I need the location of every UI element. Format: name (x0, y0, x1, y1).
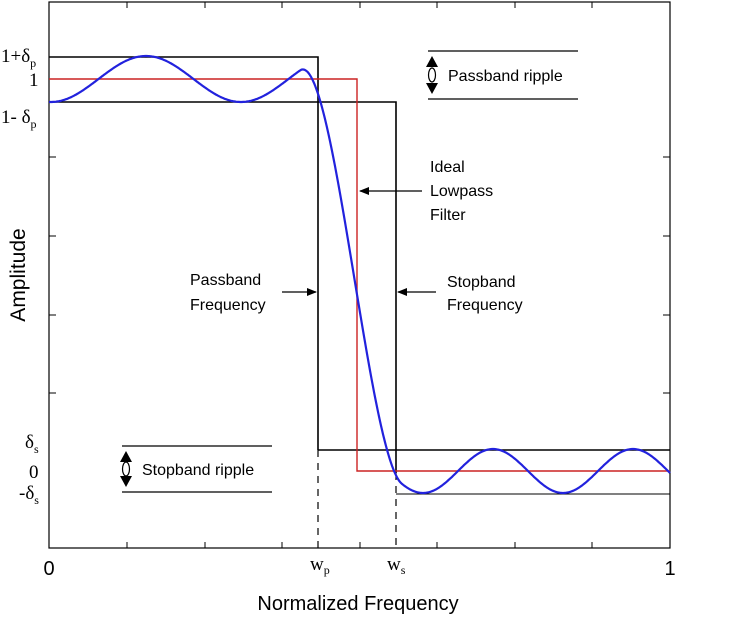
stopband-ripple-annotation: Stopband ripple (120, 445, 272, 493)
svg-text:Stopband Frequency: Stopband Frequency (447, 274, 523, 314)
x-axis-title: Normalized Frequency (257, 593, 458, 615)
ideal-filter-label-line2: Lowpass (430, 183, 493, 200)
stopband-frequency-label-line1: Stopband (447, 274, 516, 291)
ideal-lowpass-response (49, 78, 670, 472)
ideal-filter-annotation: Ideal Lowpass Filter (359, 159, 498, 224)
y-label-delta-s: δs (25, 432, 39, 456)
x-label-zero: 0 (43, 558, 54, 580)
y-label-one: 1 (29, 70, 39, 91)
y-label-one-plus-delta-p: 1+δp (1, 46, 36, 70)
passband-lower-bound (49, 101, 397, 473)
axis-ticks (49, 2, 670, 548)
y-label-neg-delta-s: -δs (19, 483, 39, 507)
passband-frequency-label-line1: Passband (190, 272, 261, 289)
x-label-ws: ws (387, 554, 406, 577)
stopband-ripple-label: Stopband ripple (142, 462, 254, 479)
svg-text:Passband Frequency: Passband Frequency (190, 272, 266, 314)
passband-upper-bound (49, 56, 319, 450)
x-label-one: 1 (664, 558, 675, 580)
filter-response-curve (48, 54, 671, 495)
ideal-filter-label-line3: Filter (430, 207, 466, 224)
passband-frequency-annotation: Passband Frequency (190, 272, 317, 314)
y-label-zero: 0 (29, 462, 39, 483)
svg-text:Ideal Lowpass Filt: Ideal Lowpass Filter (430, 159, 498, 224)
y-label-one-minus-delta-p: 1- δp (1, 107, 37, 131)
ideal-filter-label-line1: Ideal (430, 159, 465, 176)
x-label-wp: wp (310, 554, 330, 577)
y-axis-title: Amplitude (7, 228, 30, 321)
passband-ripple-annotation: Passband ripple (426, 50, 578, 100)
double-arrow-icon (426, 56, 438, 94)
passband-frequency-label-line2: Frequency (190, 297, 266, 314)
stopband-frequency-label-line2: Frequency (447, 297, 523, 314)
passband-ripple-label: Passband ripple (448, 68, 563, 85)
double-arrow-icon (120, 451, 132, 487)
stopband-frequency-annotation: Stopband Frequency (397, 274, 523, 314)
